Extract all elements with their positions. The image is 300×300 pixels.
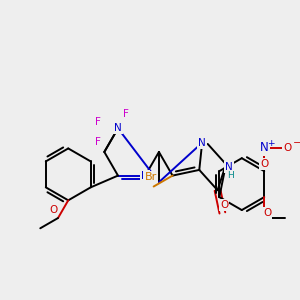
Text: +: + — [267, 139, 275, 148]
Text: N: N — [260, 142, 268, 154]
Text: N: N — [141, 171, 149, 181]
Text: O: O — [263, 208, 271, 218]
Text: H: H — [227, 171, 234, 180]
Text: F: F — [123, 109, 129, 119]
Text: N: N — [114, 123, 122, 133]
Text: F: F — [95, 117, 101, 127]
Text: N: N — [225, 162, 233, 172]
Text: O: O — [284, 143, 292, 153]
Text: −: − — [293, 138, 300, 148]
Text: Br: Br — [145, 172, 157, 182]
Text: O: O — [220, 200, 228, 210]
Text: O: O — [260, 159, 269, 169]
Text: F: F — [95, 137, 101, 147]
Text: O: O — [49, 205, 57, 215]
Text: N: N — [198, 138, 206, 148]
